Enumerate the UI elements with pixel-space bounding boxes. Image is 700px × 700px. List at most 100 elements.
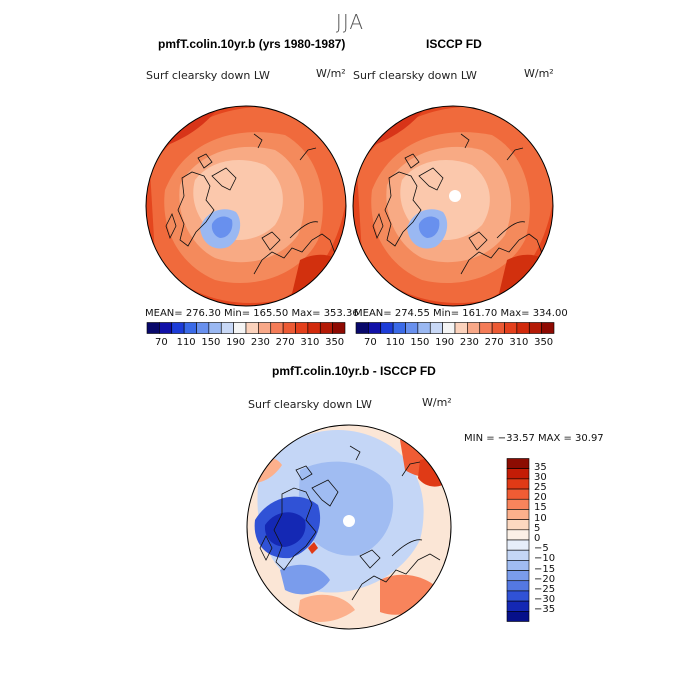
diff-colorbar-tick-label: −35 [534,604,556,616]
diff-colorbar-tick-label: −5 [534,543,549,555]
model-map-field [146,106,346,306]
obs-colorbar-swatch [491,322,505,334]
model-colorbar-tick-label: 70 [155,337,168,348]
model-colorbar-swatch [270,322,284,334]
diff-colorbar-swatch [506,600,530,612]
model-map-border [145,105,347,307]
diff-colorbar-swatch [506,590,530,602]
diff-colorbar [506,458,530,622]
obs-colorbar-swatch [417,322,431,334]
diff-colorbar-swatch [506,580,530,592]
obs-colorbar-swatch [541,322,555,334]
diff-colorbar-swatch [506,478,530,490]
diff-map-field [247,425,451,629]
diff-colorbar-tick-label: 10 [534,512,547,524]
diff-colorbar-tick-label: 5 [534,522,541,534]
model-colorbar-swatch [196,322,210,334]
obs-colorbar-swatch [380,322,394,334]
model-colorbar-swatch [245,322,259,334]
obs-colorbar-tick-label: 110 [385,337,405,348]
obs-colorbar-tick-label: 230 [459,337,479,348]
obs-variable-label: Surf clearsky down LW [353,69,477,82]
model-colorbar-tick-label: 310 [300,337,320,348]
model-colorbar-swatch [258,322,272,334]
obs-colorbar-tick-label: 70 [364,337,377,348]
obs-colorbar-swatch [405,322,419,334]
model-colorbar-swatch [220,322,234,334]
obs-colorbar-swatch [442,322,456,334]
model-colorbar-tick-label: 110 [176,337,196,348]
diff-colorbar-swatch [506,560,530,571]
diff-colorbar-tick-label: −20 [534,573,556,585]
diff-colorbar-swatch [506,529,530,541]
obs-colorbar-tick-label: 350 [534,337,554,348]
diff-variable-label: Surf clearsky down LW [248,398,372,411]
obs-coastlines [372,133,544,275]
obs-map-field [353,106,553,306]
diff-colorbar-tick-label: 20 [534,492,547,504]
diff-colorbar-tick-label: 35 [534,461,547,473]
model-colorbar-swatch [319,322,333,334]
diff-coastlines [259,445,441,601]
model-colorbar-swatch [233,322,247,334]
diff-colorbar-tick-label: −25 [534,583,556,595]
model-colorbar-tick-label: 270 [275,337,295,348]
diff-map-border [246,424,452,630]
diff-colorbar-tick-label: 25 [534,482,547,494]
diff-colorbar-swatch [506,498,530,510]
model-colorbar-swatch [282,322,296,334]
figure-season-title: JJA [335,10,365,34]
diff-colorbar-swatch [506,509,530,520]
obs-polar-data-gap [449,190,461,202]
diff-colorbar-swatch [506,539,530,551]
obs-colorbar-swatch [479,322,493,334]
obs-colorbar-swatch [392,322,406,334]
diff-panel-title: pmfT.colin.10yr.b - ISCCP FD [272,364,436,378]
model-panel-title: pmfT.colin.10yr.b (yrs 1980-1987) [158,37,346,51]
obs-colorbar [355,322,555,334]
obs-units-label: W/m² [524,67,554,80]
diff-colorbar-swatch [506,570,530,582]
diff-colorbar-tick-label: −15 [534,563,556,575]
diff-stats: MIN = −33.57 MAX = 30.97 [464,433,604,444]
obs-colorbar-swatch [429,322,443,334]
obs-colorbar-tick-label: 310 [509,337,529,348]
obs-colorbar-swatch [528,322,542,334]
obs-stats: MEAN= 274.55 Min= 161.70 Max= 334.00 [354,308,568,319]
obs-colorbar-ticks: 70 110 150 190 230 270 310 350 [355,337,555,349]
model-colorbar-swatch [295,322,309,334]
model-coastlines [165,133,337,275]
diff-colorbar-tick-label: −10 [534,553,556,565]
diff-polar-data-gap [343,515,355,527]
diff-colorbar-swatch [506,468,530,480]
diff-colorbar-swatch [506,549,530,561]
obs-colorbar-swatch [504,322,518,334]
diff-colorbar-swatch [506,519,530,531]
diff-colorbar-tick-label: 30 [534,471,547,483]
diff-colorbar-swatch [506,458,530,469]
obs-colorbar-swatch [355,322,369,334]
diff-colorbar-ticks: 35 30 25 20 15 10 5 0 −5 −10 −15 −20 −25 −30 −35 [534,458,574,622]
obs-colorbar-tick-label: 270 [484,337,504,348]
model-colorbar [146,322,346,334]
diff-colorbar-tick-label: 15 [534,502,547,514]
model-colorbar-swatch [183,322,197,334]
model-stats: MEAN= 276.30 Min= 165.50 Max= 353.36 [145,308,359,319]
diff-colorbar-swatch [506,488,530,500]
model-colorbar-swatch [307,322,321,334]
obs-colorbar-tick-label: 150 [410,337,430,348]
diff-colorbar-tick-label: −30 [534,594,556,606]
model-colorbar-swatch [171,322,185,334]
diff-units-label: W/m² [422,396,452,409]
model-colorbar-tick-label: 350 [325,337,345,348]
model-units-label: W/m² [316,67,346,80]
obs-colorbar-tick-label: 190 [435,337,455,348]
obs-panel-title: ISCCP FD [426,37,482,51]
model-colorbar-swatch [146,322,160,334]
model-colorbar-swatch [208,322,222,334]
model-colorbar-swatch [159,322,173,334]
model-colorbar-tick-label: 190 [226,337,246,348]
model-variable-label: Surf clearsky down LW [146,69,270,82]
model-colorbar-tick-label: 230 [250,337,270,348]
